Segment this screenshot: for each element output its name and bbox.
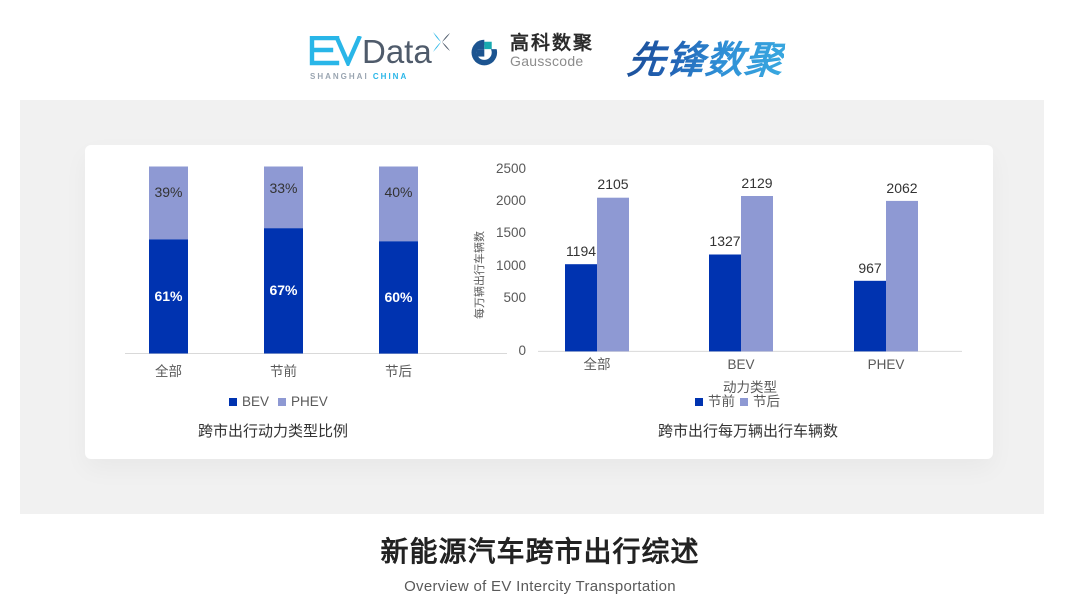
svg-text:2000: 2000 <box>496 193 526 208</box>
svg-text:500: 500 <box>503 290 526 305</box>
svg-text:1194: 1194 <box>566 243 596 259</box>
svg-text:967: 967 <box>858 260 882 276</box>
svg-text:2105: 2105 <box>597 176 628 192</box>
svg-text:PHEV: PHEV <box>868 357 905 372</box>
svg-text:1327: 1327 <box>709 233 740 249</box>
svg-text:节后: 节后 <box>753 394 780 409</box>
svg-text:每万辆出行车辆数: 每万辆出行车辆数 <box>472 231 486 319</box>
svg-text:动力类型: 动力类型 <box>723 380 777 395</box>
svg-text:0: 0 <box>518 343 526 358</box>
svg-text:2062: 2062 <box>886 180 917 196</box>
svg-text:全部: 全部 <box>584 356 611 372</box>
svg-text:BEV: BEV <box>727 357 754 372</box>
svg-text:2500: 2500 <box>496 161 526 176</box>
svg-text:节前: 节前 <box>708 393 735 409</box>
svg-text:2129: 2129 <box>741 175 772 191</box>
svg-text:1000: 1000 <box>496 258 526 273</box>
svg-text:1500: 1500 <box>496 225 526 240</box>
